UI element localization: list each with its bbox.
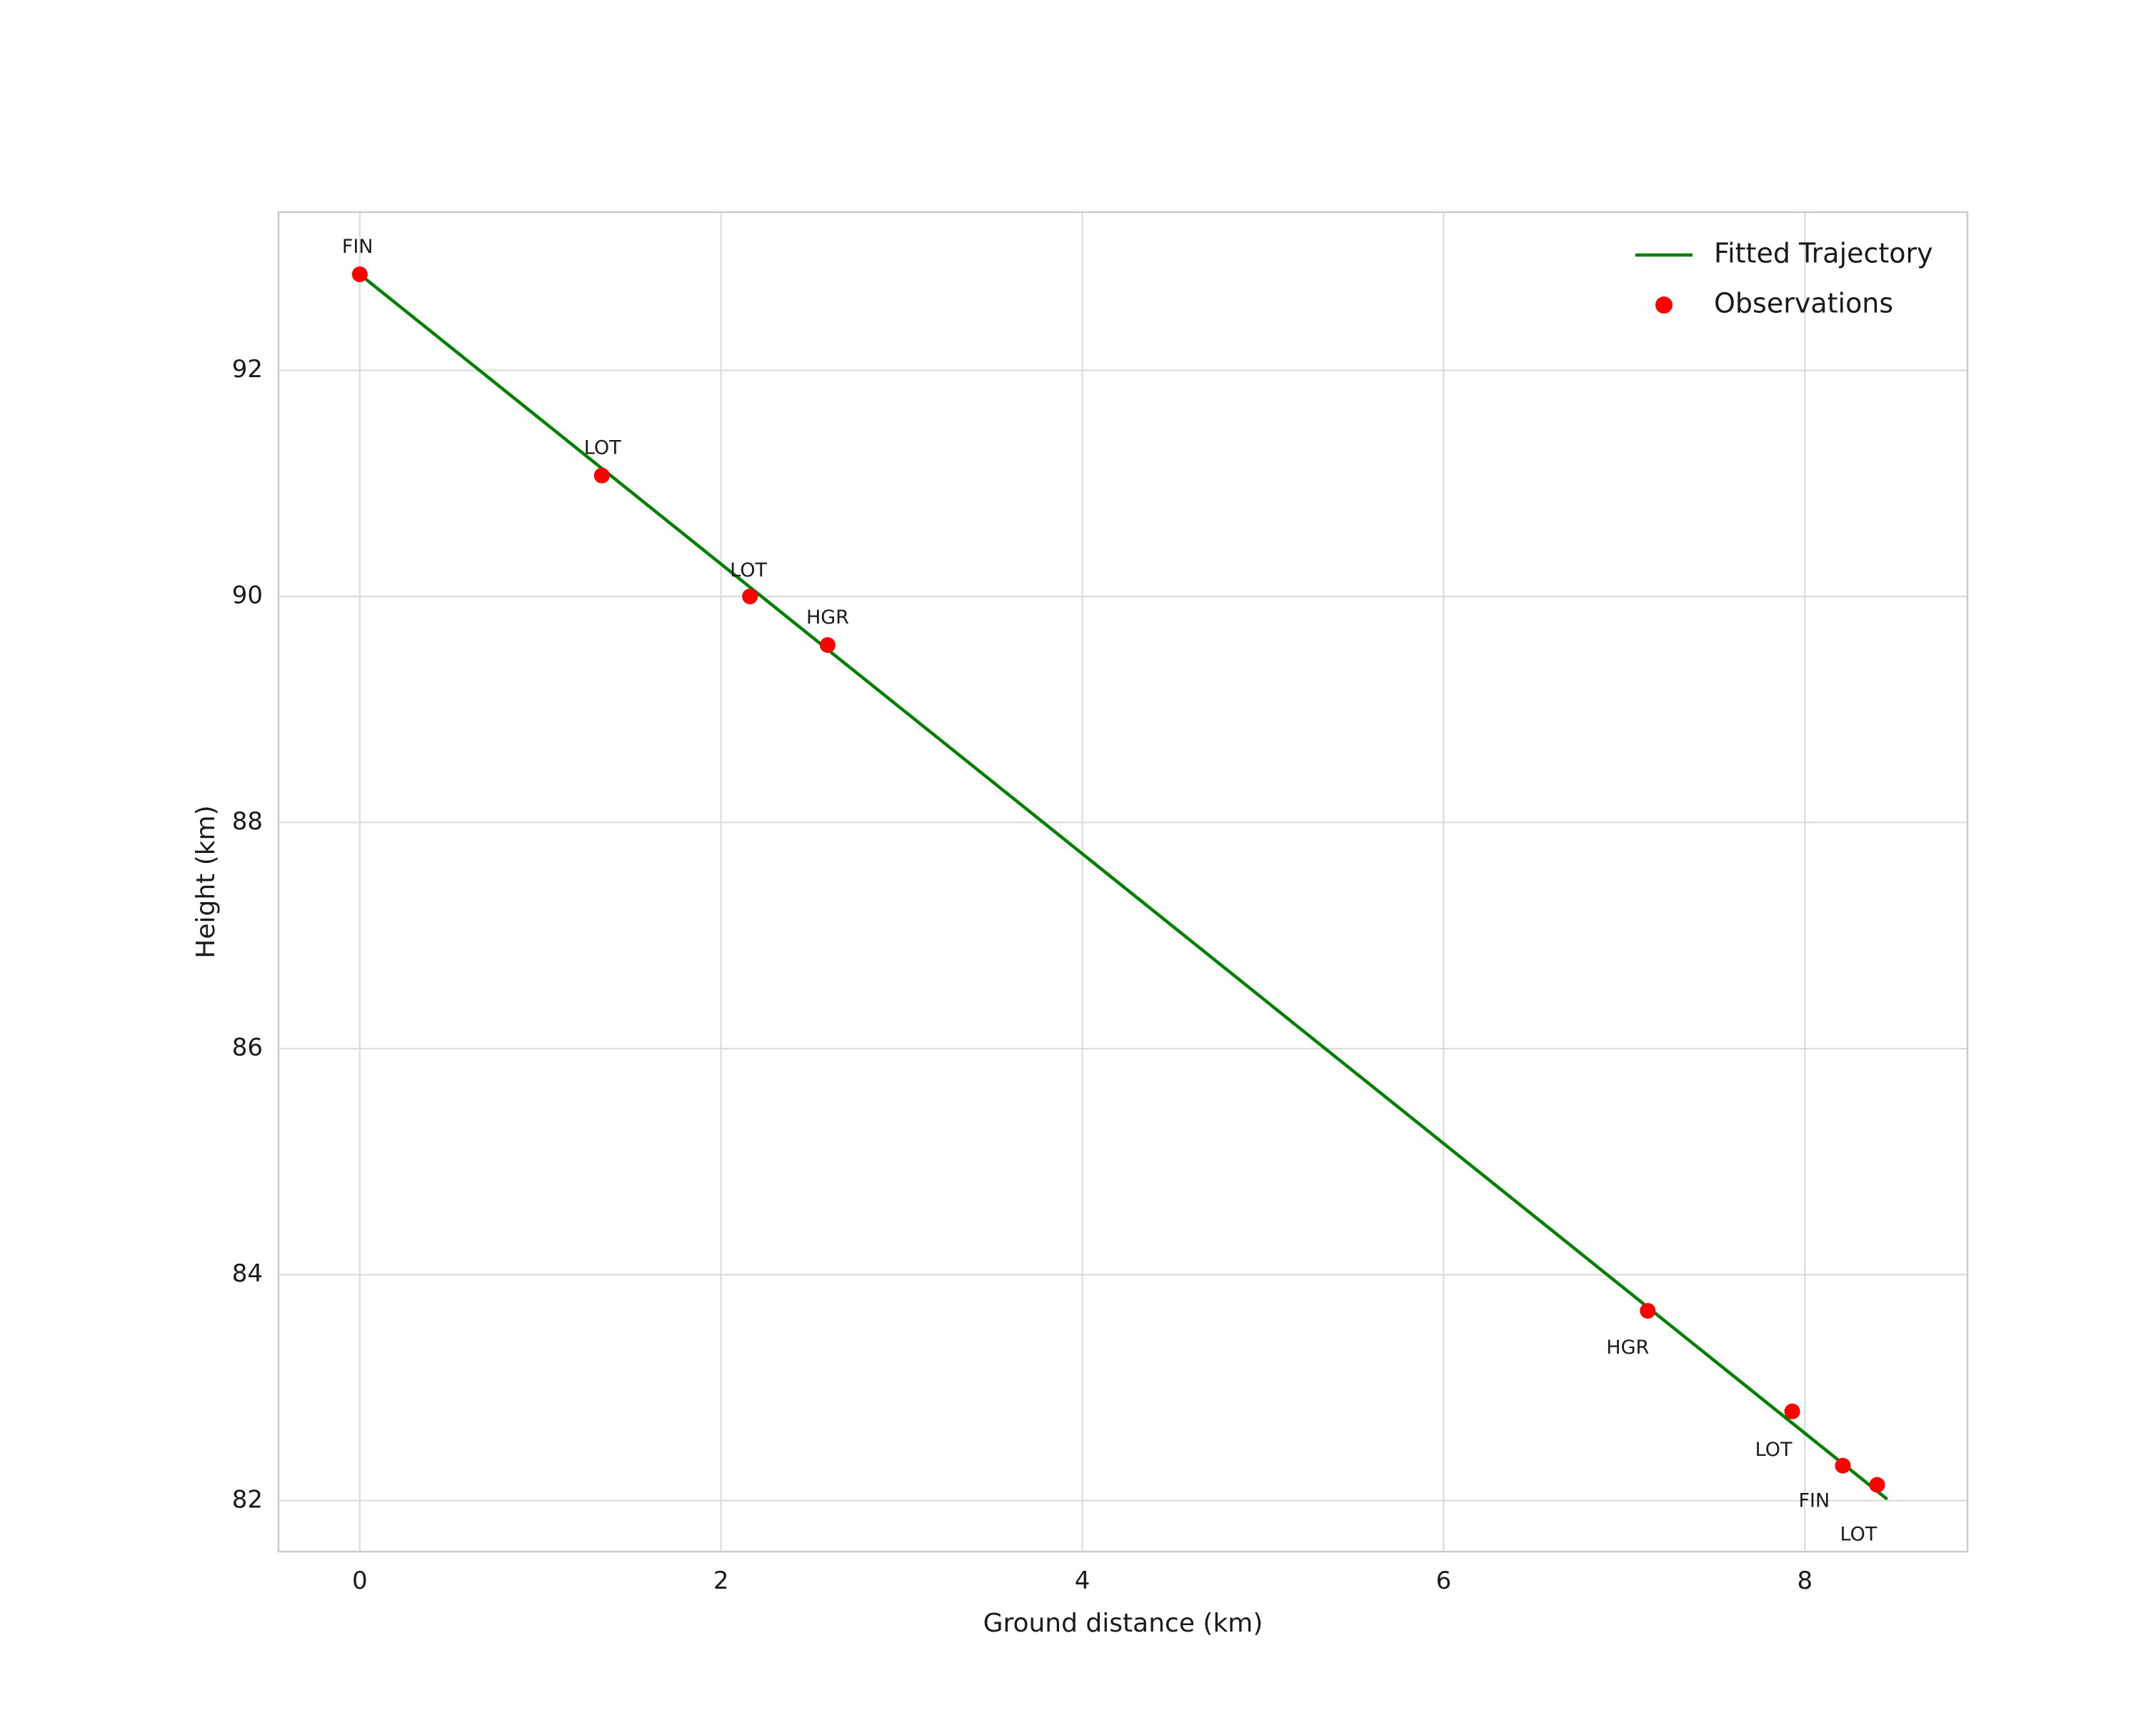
- observation-point: [1640, 1302, 1656, 1319]
- legend-dot-sample: [1655, 296, 1673, 314]
- x-axis-label: Ground distance (km): [983, 1609, 1263, 1638]
- y-axis-label: Height (km): [191, 805, 221, 958]
- y-tick-label: 84: [232, 1259, 263, 1288]
- x-tick-label: 0: [352, 1567, 368, 1595]
- x-tick-label: 8: [1797, 1567, 1813, 1595]
- point-label: LOT: [584, 437, 621, 459]
- point-label: LOT: [1755, 1439, 1793, 1461]
- plot-frame: [277, 211, 1969, 1553]
- point-label: LOT: [730, 559, 767, 581]
- observation-point: [593, 467, 610, 484]
- y-tick-label: 88: [232, 807, 263, 836]
- point-label: HGR: [1606, 1337, 1649, 1359]
- observation-point: [742, 588, 758, 604]
- observation-point: [819, 637, 836, 654]
- observation-point: [1835, 1457, 1851, 1474]
- fitted-line: [358, 272, 1888, 1500]
- y-tick-label: 86: [232, 1033, 263, 1062]
- point-label: HGR: [806, 606, 849, 629]
- y-tick-label: 90: [232, 581, 263, 609]
- observation-point: [1869, 1477, 1885, 1493]
- y-tick-label: 92: [232, 355, 263, 384]
- x-tick-label: 6: [1436, 1567, 1452, 1595]
- point-label: LOT: [1840, 1524, 1877, 1546]
- observation-point: [351, 266, 368, 283]
- point-label: FIN: [342, 236, 373, 258]
- x-tick-label: 4: [1075, 1567, 1090, 1595]
- observation-point: [1784, 1403, 1800, 1419]
- legend-label-fitted-trajectory: Fitted Trajectory: [1714, 238, 1933, 269]
- point-label: FIN: [1798, 1490, 1830, 1512]
- x-tick-label: 2: [713, 1567, 729, 1595]
- y-tick-label: 82: [232, 1485, 263, 1514]
- legend-label-observations: Observations: [1714, 288, 1893, 319]
